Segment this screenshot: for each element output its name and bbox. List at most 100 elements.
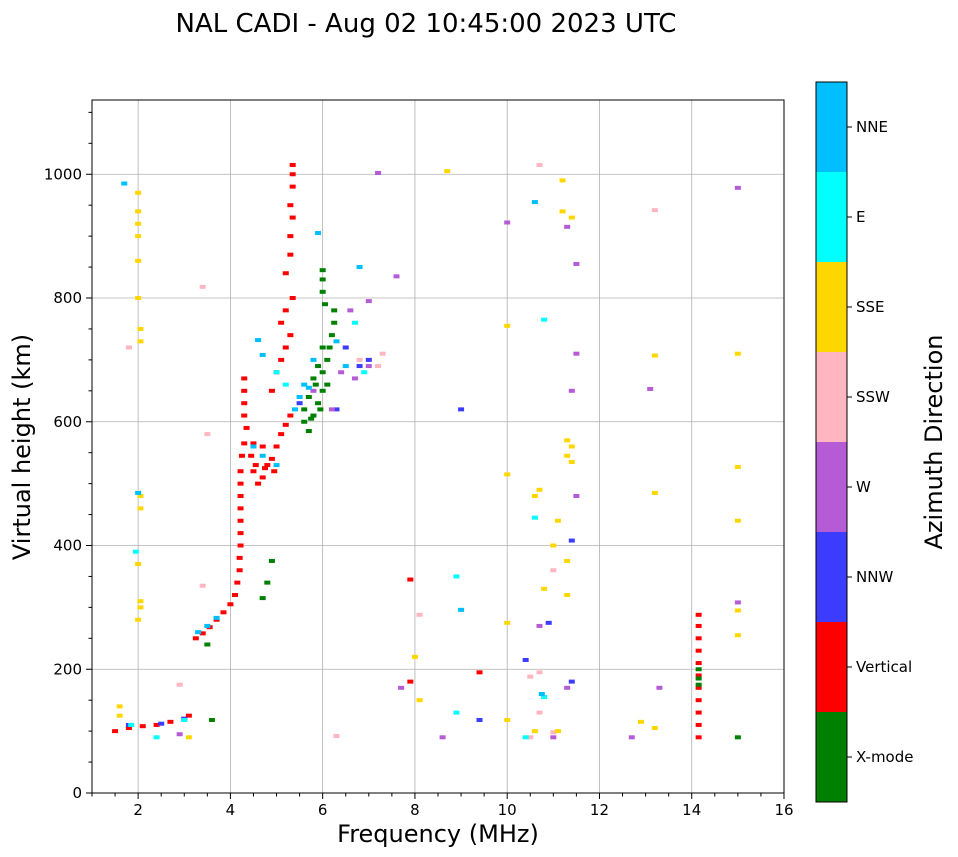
echo-point-x-mode (319, 268, 326, 273)
echo-point-w (734, 185, 741, 190)
x-tick-label: 14 (682, 801, 701, 819)
echo-point-ssw (375, 364, 382, 369)
echo-point-sse (559, 178, 566, 183)
y-tick-label: 800 (53, 289, 82, 307)
colorbar-label: Azimuth Direction (920, 335, 948, 550)
echo-point-ssw (199, 583, 206, 588)
echo-point-vertical (259, 444, 266, 449)
echo-point-nnw (458, 407, 465, 412)
echo-point-sse (116, 713, 123, 718)
echo-point-sse (734, 518, 741, 523)
echo-point-vertical (236, 568, 243, 573)
echo-point-ssw (356, 357, 363, 362)
echo-point-vertical (185, 713, 192, 718)
echo-point-vertical (248, 453, 255, 458)
echo-point-vertical (241, 441, 248, 446)
y-tick-label: 600 (53, 413, 82, 431)
echo-point-vertical (695, 636, 702, 641)
echo-point-vertical (238, 453, 245, 458)
echo-point-vertical (287, 333, 294, 338)
echo-point-vertical (237, 494, 244, 498)
echo-point-x-mode (204, 642, 211, 647)
echo-point-nnw (568, 679, 575, 684)
echo-point-sse (137, 339, 144, 344)
echo-point-sse (568, 459, 575, 464)
echo-point-e (522, 735, 529, 740)
echo-point-vertical (153, 722, 160, 727)
y-tick-label: 400 (53, 537, 82, 555)
echo-point-vertical (268, 388, 275, 393)
echo-point-nnw (568, 538, 575, 543)
echo-point-sse (734, 633, 741, 638)
colorbar-swatch (816, 172, 847, 262)
chart-title: NAL CADI - Aug 02 10:45:00 2023 UTC (176, 9, 677, 39)
echo-point-w (573, 261, 580, 266)
echo-point-sse (137, 506, 144, 511)
echo-point-e (541, 317, 548, 322)
echo-point-vertical (167, 719, 174, 724)
echo-point-vertical (139, 724, 146, 729)
echo-point-w (398, 685, 405, 690)
echo-point-w (328, 407, 335, 412)
echo-point-sse (531, 729, 538, 734)
echo-point-x-mode (301, 407, 308, 412)
echo-point-nne (305, 385, 312, 390)
echo-point-vertical (282, 308, 289, 313)
echo-point-x-mode (315, 401, 322, 406)
colorbar-label-ssw: SSW (856, 388, 890, 406)
echo-point-vertical (695, 710, 702, 715)
echo-point-sse (411, 654, 418, 659)
echo-point-nne (458, 607, 465, 612)
echo-point-sse (734, 351, 741, 356)
echo-point-w (347, 308, 354, 313)
echo-point-sse (734, 464, 741, 469)
echo-point-sse (568, 444, 575, 449)
echo-point-nnw (365, 357, 372, 362)
echo-point-e (273, 370, 280, 375)
echo-point-nnw (333, 407, 340, 412)
grid-lines (92, 100, 785, 794)
echo-point-vertical (695, 722, 702, 727)
echo-point-vertical (695, 735, 702, 740)
echo-point-ssw (550, 568, 557, 573)
echo-point-w (573, 351, 580, 356)
echo-point-vertical (220, 610, 227, 615)
colorbar-frame (815, 81, 848, 803)
echo-point-sse (504, 323, 511, 328)
echo-point-vertical (695, 673, 702, 678)
echo-point-x-mode (315, 364, 322, 369)
echo-point-ssw (199, 284, 206, 289)
echo-point-sse (531, 494, 538, 498)
echo-point-vertical (259, 475, 266, 480)
echo-point-e (453, 710, 460, 715)
echo-point-sse (135, 258, 142, 263)
echo-point-vertical (289, 162, 296, 167)
echo-point-ssw (416, 612, 423, 617)
echo-point-sse (734, 608, 741, 613)
echo-point-vertical (250, 469, 257, 474)
echo-point-x-mode (317, 407, 324, 412)
colorbar-swatch (816, 712, 847, 802)
echo-point-nnw (545, 620, 552, 625)
y-tick-label: 0 (72, 784, 82, 802)
echo-point-vertical (282, 271, 289, 276)
echo-point-w (338, 370, 345, 375)
echo-point-e (132, 549, 139, 554)
y-tick-label: 200 (53, 660, 82, 678)
echo-point-vertical (282, 345, 289, 350)
echo-point-vertical (241, 401, 248, 406)
echo-point-nne (121, 181, 128, 186)
echo-point-w (439, 735, 446, 740)
echo-point-sse (504, 620, 511, 625)
echo-point-ssw (651, 208, 658, 213)
echo-point-x-mode (208, 717, 215, 722)
echo-point-nne (538, 692, 545, 696)
echo-point-nne (531, 200, 538, 205)
echo-point-w (550, 735, 557, 740)
echo-point-sse (137, 605, 144, 610)
echo-point-vertical (236, 555, 243, 560)
echo-point-nne (301, 382, 308, 387)
x-axis-ticks: 2 4 6 8 10 12 14 16 (91, 793, 794, 819)
echo-point-vertical (289, 296, 296, 300)
echo-point-e (181, 717, 188, 722)
